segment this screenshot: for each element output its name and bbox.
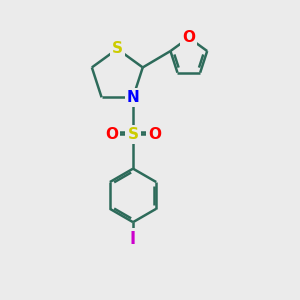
Text: S: S	[112, 41, 123, 56]
Text: O: O	[182, 30, 195, 45]
Text: N: N	[127, 90, 140, 105]
Text: O: O	[148, 127, 161, 142]
Text: I: I	[130, 230, 136, 247]
Text: S: S	[128, 127, 139, 142]
Text: O: O	[105, 127, 118, 142]
